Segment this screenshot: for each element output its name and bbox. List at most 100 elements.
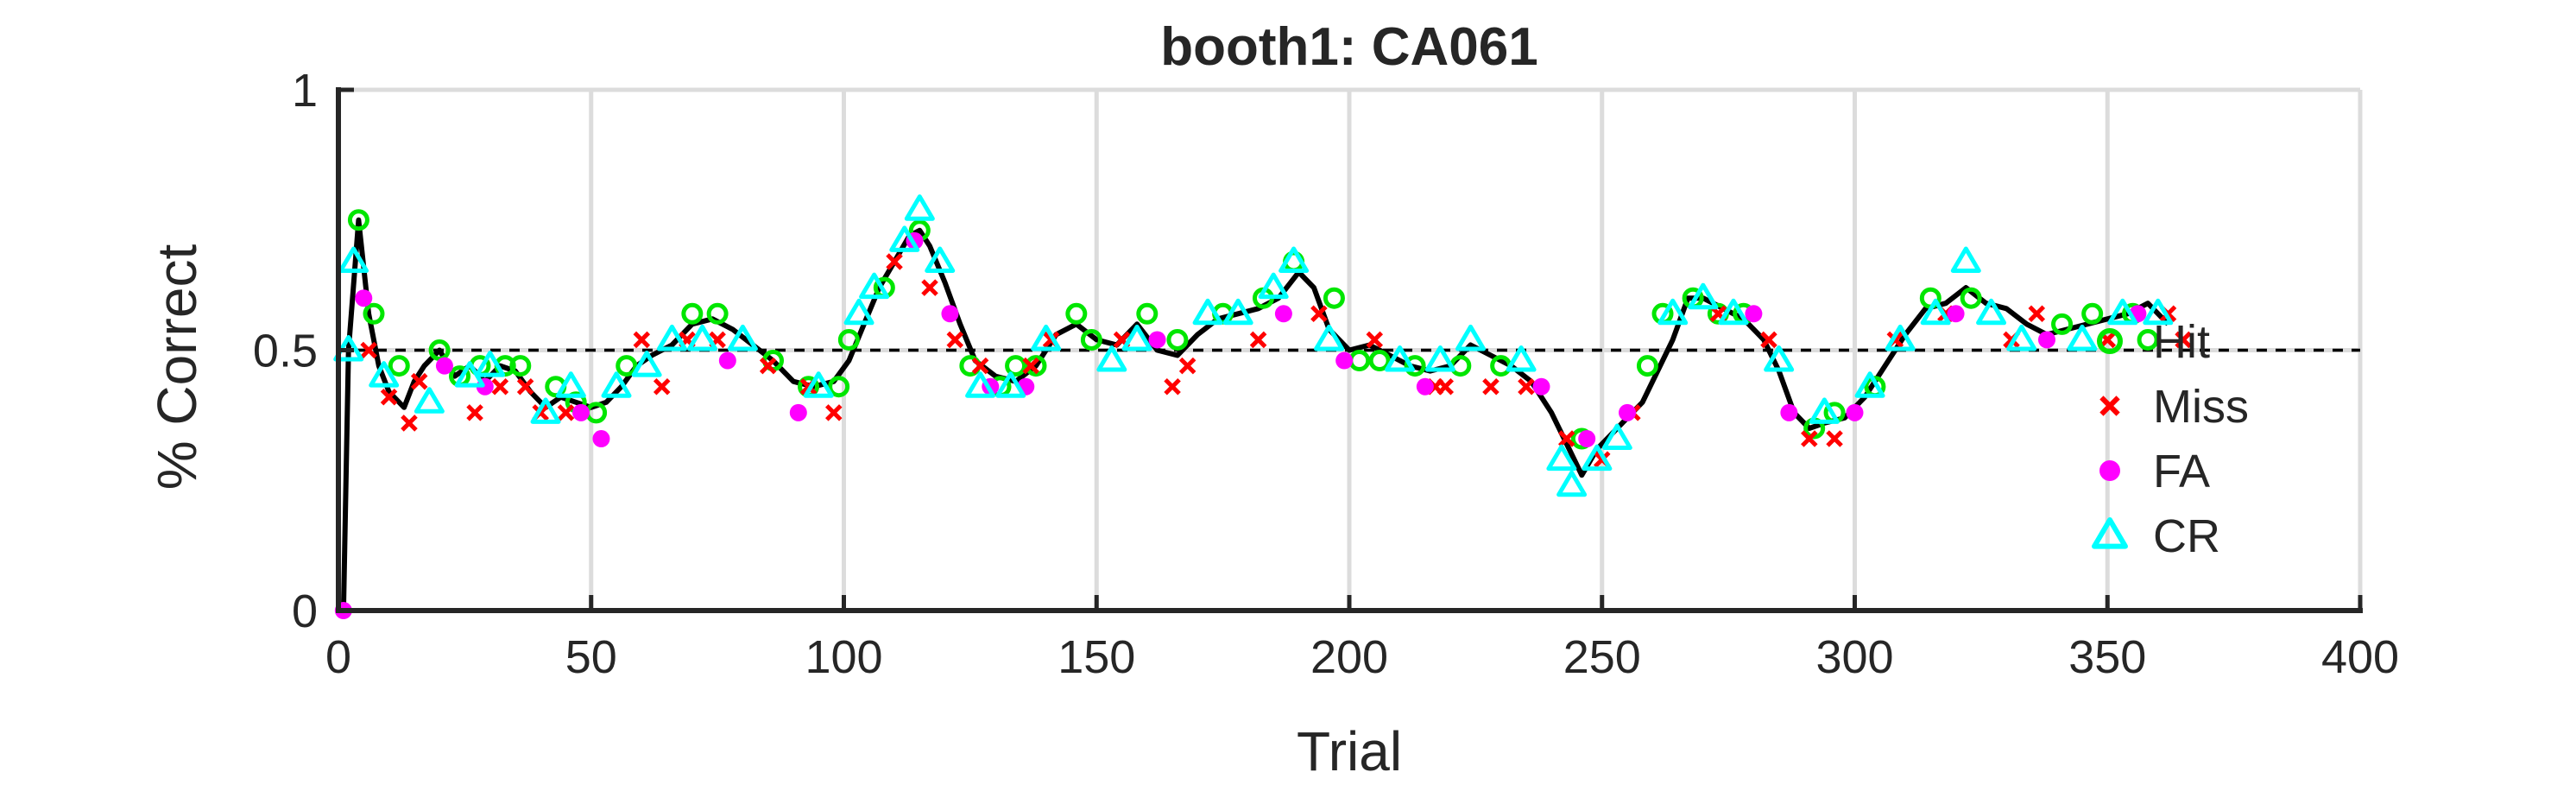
cr-point [601, 371, 632, 398]
hit-point [1404, 355, 1426, 377]
cr-point [1718, 298, 1749, 326]
hit-point [1025, 355, 1047, 377]
miss-point [557, 404, 575, 421]
fa-point [1780, 403, 1798, 421]
legend-marker-miss [2099, 396, 2120, 416]
hit-point [1166, 328, 1189, 351]
miss-point [1178, 357, 1196, 375]
cr-point [1976, 298, 2007, 326]
cr-point [965, 371, 996, 398]
cr-point [1950, 246, 1981, 273]
miss-point [921, 279, 938, 296]
hit-point [837, 328, 860, 351]
series-fa [334, 231, 2147, 619]
legend-marker-hit [2097, 328, 2123, 354]
fa-point [1335, 351, 1354, 370]
miss-point [2028, 305, 2046, 323]
cr-point [2143, 298, 2174, 326]
running-correct-line [340, 217, 2170, 611]
hit-point [2137, 328, 2159, 351]
marker-layer [333, 194, 2192, 619]
miss-point [1518, 377, 1535, 396]
cr-point [2067, 324, 2098, 351]
legend-entry-hit: Hit [2097, 316, 2210, 368]
cr-point [1385, 345, 1416, 372]
x-axis-label: Trial [1297, 720, 1402, 782]
legend-entry-miss: Miss [2099, 381, 2249, 433]
miss-point [633, 331, 651, 349]
legend-marker-cr [2092, 517, 2128, 549]
legend: Hit Miss FA CR [2092, 316, 2249, 562]
legend-label: FA [2153, 446, 2210, 497]
cr-point [1688, 282, 1719, 310]
miss-point [825, 404, 843, 421]
miss-point [759, 357, 777, 375]
x-tick-label: 200 [1310, 631, 1388, 683]
y-axis-label: % Correct [146, 244, 208, 491]
miss-point [466, 404, 483, 421]
fa-point [718, 351, 736, 370]
cr-point [1601, 423, 1632, 451]
miss-point [1022, 357, 1039, 375]
miss-point [1826, 430, 1843, 447]
fa-point [941, 305, 959, 323]
tick-labels: 0 50 100 150 200 250 300 350 400 0 0.5 1 [253, 65, 2399, 683]
hit-point [1080, 328, 1102, 351]
legend-entry-cr: CR [2092, 510, 2220, 562]
legend-label: Miss [2153, 381, 2249, 433]
cr-point [530, 397, 561, 424]
miss-point [516, 377, 534, 396]
hit-point [1065, 302, 1088, 325]
hit-point [363, 302, 385, 325]
miss-point [1801, 430, 1818, 447]
legend-label: Hit [2153, 316, 2210, 368]
miss-point [1366, 331, 1384, 349]
cr-point [1764, 345, 1795, 372]
cr-point [904, 194, 935, 221]
miss-point [971, 357, 989, 375]
x-tick-label: 50 [565, 631, 617, 683]
hit-point [388, 355, 410, 377]
fa-point [1947, 305, 1965, 323]
hit-point [1323, 287, 1345, 309]
fa-point [1274, 305, 1292, 323]
series-miss [360, 253, 2192, 468]
miss-point [1310, 305, 1328, 323]
miss-point [1249, 331, 1267, 349]
cr-point [338, 246, 369, 273]
hit-point [828, 376, 850, 398]
miss-point [1482, 377, 1500, 396]
x-tick-label: 150 [1058, 631, 1135, 683]
y-tick-label: 1 [292, 65, 318, 117]
cr-point [1031, 324, 1062, 351]
cr-point [2107, 298, 2138, 326]
cr-point [1424, 345, 1455, 372]
hit-point [2081, 302, 2104, 325]
hit-point [1636, 355, 1658, 377]
cr-point [1809, 397, 1840, 424]
cr-point [1657, 298, 1689, 326]
miss-point [2175, 331, 2192, 349]
miss-point [1164, 377, 1181, 396]
cr-point [555, 371, 586, 398]
x-tick-label: 300 [1815, 631, 1893, 683]
cr-point [1885, 324, 1916, 351]
cr-point [1096, 345, 1127, 372]
y-tick-label: 0.5 [253, 326, 318, 377]
hit-point [509, 355, 532, 377]
hit-point [1960, 287, 1982, 309]
hit-point [1005, 355, 1027, 377]
fa-point [1745, 305, 1763, 323]
hit-point [1348, 350, 1371, 372]
hit-point [706, 302, 729, 325]
fa-point [355, 289, 373, 307]
fa-point [1148, 331, 1166, 349]
miss-point [653, 377, 671, 396]
series-cr [333, 194, 2174, 497]
cr-point [1222, 298, 1253, 326]
legend-label: CR [2153, 510, 2220, 562]
fa-point [435, 357, 453, 375]
hit-point [1449, 355, 1472, 377]
running-line-layer [340, 217, 2170, 611]
cr-point [1258, 272, 1289, 300]
